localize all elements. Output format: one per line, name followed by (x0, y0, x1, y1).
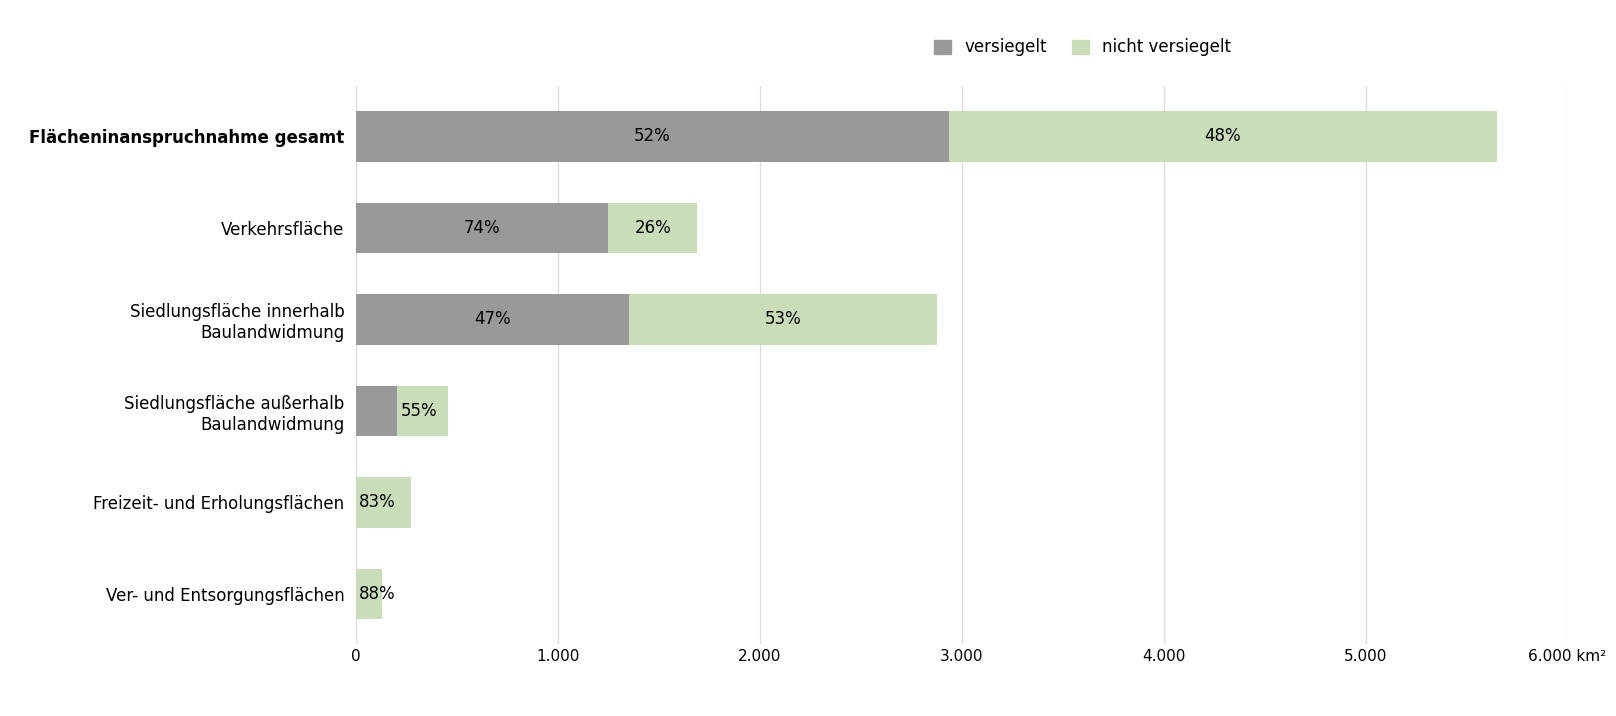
Text: 52%: 52% (633, 127, 671, 145)
Bar (398, 386, 449, 436)
Bar (356, 203, 608, 253)
Bar (356, 111, 949, 162)
Text: 53%: 53% (764, 311, 802, 329)
Text: 74%: 74% (464, 219, 501, 237)
Text: 26%: 26% (635, 219, 671, 237)
Bar (608, 203, 698, 253)
Text: 48%: 48% (1204, 127, 1241, 145)
Text: 83%: 83% (359, 493, 396, 511)
Legend: versiegelt, nicht versiegelt: versiegelt, nicht versiegelt (934, 39, 1231, 57)
Bar (629, 294, 937, 344)
Text: 55%: 55% (401, 402, 436, 420)
Bar (949, 111, 1496, 162)
Bar (356, 478, 410, 528)
Bar (356, 294, 629, 344)
Bar (356, 569, 381, 619)
Bar (356, 386, 398, 436)
Text: 47%: 47% (473, 311, 511, 329)
Text: 88%: 88% (359, 585, 396, 603)
